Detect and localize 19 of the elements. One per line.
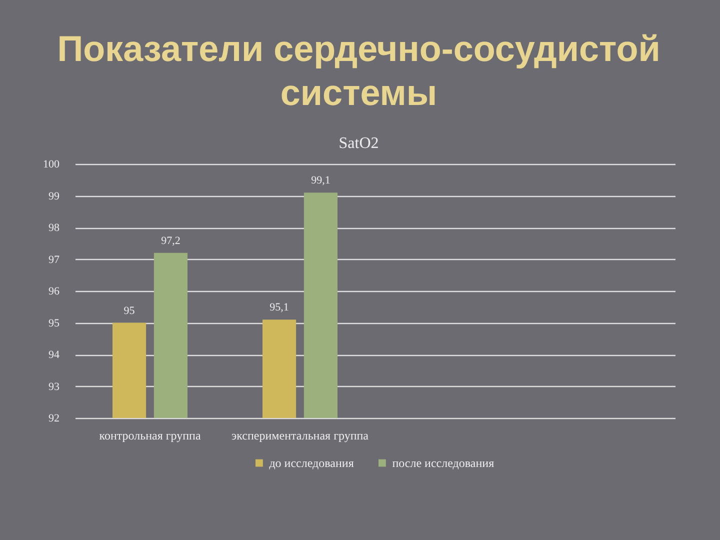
y-tick-label: 94: [48, 349, 60, 361]
y-tick-label: 100: [43, 158, 60, 170]
legend-label: после исследования: [392, 456, 495, 470]
y-tick-label: 92: [48, 412, 60, 424]
data-label: 97,2: [161, 234, 180, 247]
chart-subtitle: SatO2: [338, 135, 379, 152]
y-tick-label: 93: [48, 380, 60, 393]
data-label: 95: [124, 304, 136, 317]
legend-label: до исследования: [269, 456, 354, 470]
y-tick-label: 97: [48, 254, 60, 266]
y-tick-label: 95: [48, 317, 60, 330]
y-tick-label: 99: [48, 190, 60, 202]
y-tick-label: 98: [48, 222, 60, 234]
data-label: 95,1: [270, 302, 289, 314]
x-tick-label: контрольная группа: [99, 428, 202, 442]
data-label: 99,1: [311, 174, 330, 187]
y-tick-label: 96: [48, 286, 60, 298]
x-tick-label: экспериментальная группа: [231, 428, 370, 442]
chart-title: Показатели сердечно-сосудистой системы: [57, 28, 660, 113]
